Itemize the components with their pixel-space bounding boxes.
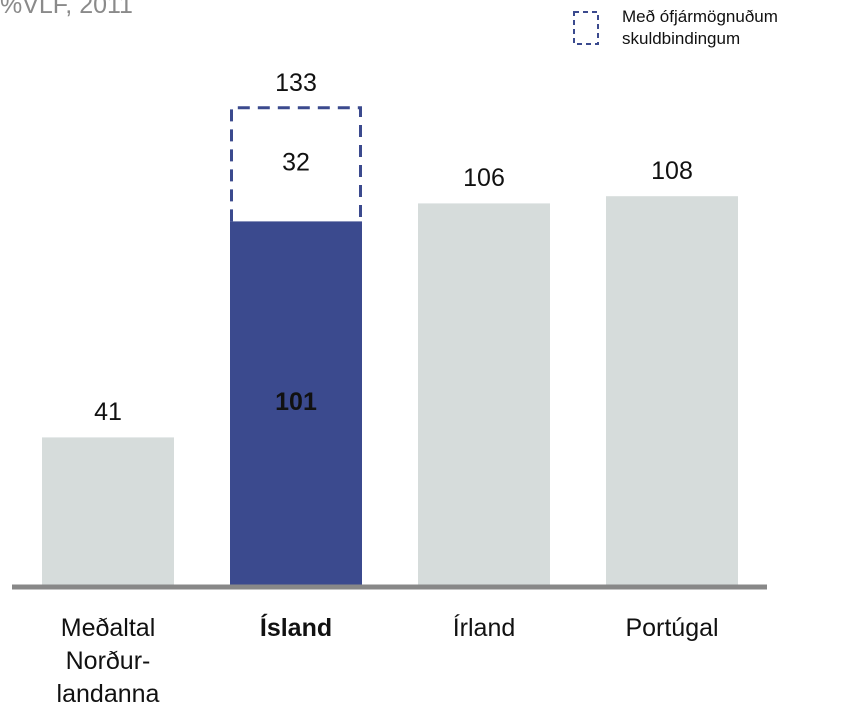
category-label: Ísland — [259, 614, 333, 642]
category-label: Portúgal — [625, 614, 719, 642]
legend-label: Með ófjármögnuðum skuldbindingum — [622, 7, 778, 48]
bar — [42, 437, 174, 585]
value-label: 41 — [94, 398, 122, 426]
legend-swatch — [573, 11, 599, 45]
total-label: 133 — [275, 69, 317, 97]
bar — [418, 203, 550, 585]
category-label: Írland — [452, 614, 516, 642]
value-label: 32 — [282, 148, 310, 176]
bar — [606, 196, 738, 585]
value-label: 101 — [275, 388, 317, 416]
bar — [230, 221, 362, 585]
value-label: 106 — [463, 164, 505, 192]
category-label: Meðaltal Norður- landanna — [56, 614, 160, 708]
value-label: 108 — [651, 157, 693, 185]
subtitle: %VLF, 2011 — [0, 0, 133, 19]
